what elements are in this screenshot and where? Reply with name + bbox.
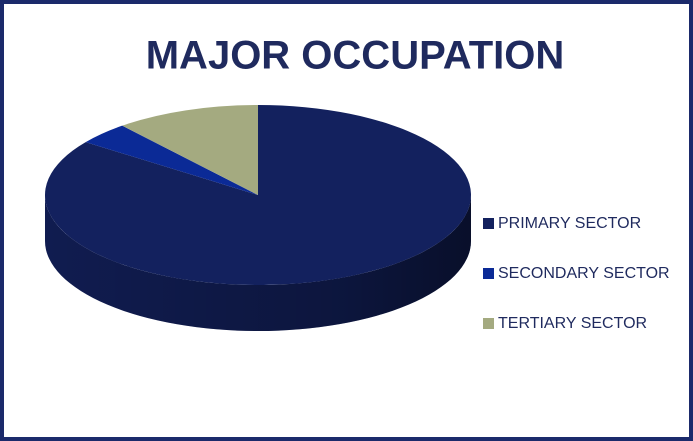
legend-swatch [483,268,494,279]
chart-title: MAJOR OCCUPATION [146,34,565,78]
slice [122,105,258,195]
legend-label: PRIMARY SECTOR [498,215,641,232]
legend-swatch [483,318,494,329]
pie [44,105,472,331]
legend-label: SECONDARY SECTOR [498,265,670,282]
slice [44,105,472,286]
slice [85,125,258,195]
legend: PRIMARY SECTOR SECONDARY SECTOR TERTIARY S… [483,215,670,332]
legend-label: TERTIARY SECTOR [498,315,647,332]
legend-swatch [483,218,494,229]
slice-side-shade [45,195,471,331]
